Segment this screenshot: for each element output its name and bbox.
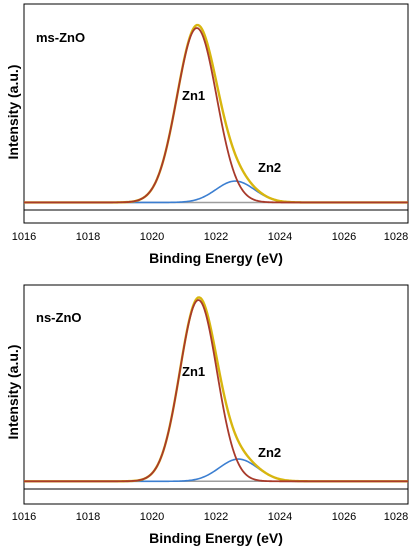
x-tick-label: 1026 bbox=[332, 231, 356, 243]
zn2-curve bbox=[24, 180, 408, 204]
x-tick-label: 1018 bbox=[76, 511, 100, 523]
sample-label: ms-ZnO bbox=[36, 30, 85, 45]
plot-frame bbox=[23, 3, 409, 224]
peak-label-zn1: Zn1 bbox=[182, 364, 205, 379]
plot-frame bbox=[23, 284, 409, 505]
spectrum-curves bbox=[24, 296, 408, 483]
x-tick-label: 1022 bbox=[204, 511, 228, 523]
x-tick-label: 1024 bbox=[268, 511, 292, 523]
peak-label-zn2: Zn2 bbox=[258, 160, 281, 175]
zn2-curve bbox=[24, 458, 408, 483]
x-tick-label: 1020 bbox=[140, 511, 164, 523]
x-tick-label: 1020 bbox=[140, 231, 164, 243]
zn1-curve bbox=[24, 27, 408, 204]
x-tick-label: 1026 bbox=[332, 511, 356, 523]
envelope-curve bbox=[24, 23, 408, 204]
x-axis-title: Binding Energy (eV) bbox=[149, 250, 283, 266]
x-tick-labels: 1016 1018 1020 1022 1024 1026 1028 bbox=[12, 511, 408, 523]
peak-label-zn1: Zn1 bbox=[182, 88, 205, 103]
x-tick-label: 1018 bbox=[76, 231, 100, 243]
x-tick-labels: 1016 1018 1020 1022 1024 1026 1028 bbox=[12, 231, 408, 243]
x-tick-label: 1028 bbox=[384, 511, 408, 523]
y-axis-label: Intensity (a.u.) bbox=[5, 345, 21, 440]
chart-panel-ms-zno: ms-ZnO Zn1 Zn2 Intensity (a.u.) 1016 101… bbox=[5, 3, 409, 266]
x-tick-label: 1028 bbox=[384, 231, 408, 243]
peak-label-zn2: Zn2 bbox=[258, 445, 281, 460]
x-axis-title: Binding Energy (eV) bbox=[149, 530, 283, 546]
spectrum-curves bbox=[24, 23, 408, 204]
x-tick-label: 1022 bbox=[204, 231, 228, 243]
envelope-curve bbox=[24, 296, 408, 483]
x-tick-label: 1016 bbox=[12, 511, 36, 523]
chart-panel-ns-zno: ns-ZnO Zn1 Zn2 Intensity (a.u.) 1016 101… bbox=[5, 284, 409, 546]
y-axis-label: Intensity (a.u.) bbox=[5, 65, 21, 160]
zn1-curve bbox=[24, 299, 408, 483]
x-tick-label: 1024 bbox=[268, 231, 292, 243]
x-tick-label: 1016 bbox=[12, 231, 36, 243]
sample-label: ns-ZnO bbox=[36, 310, 82, 325]
